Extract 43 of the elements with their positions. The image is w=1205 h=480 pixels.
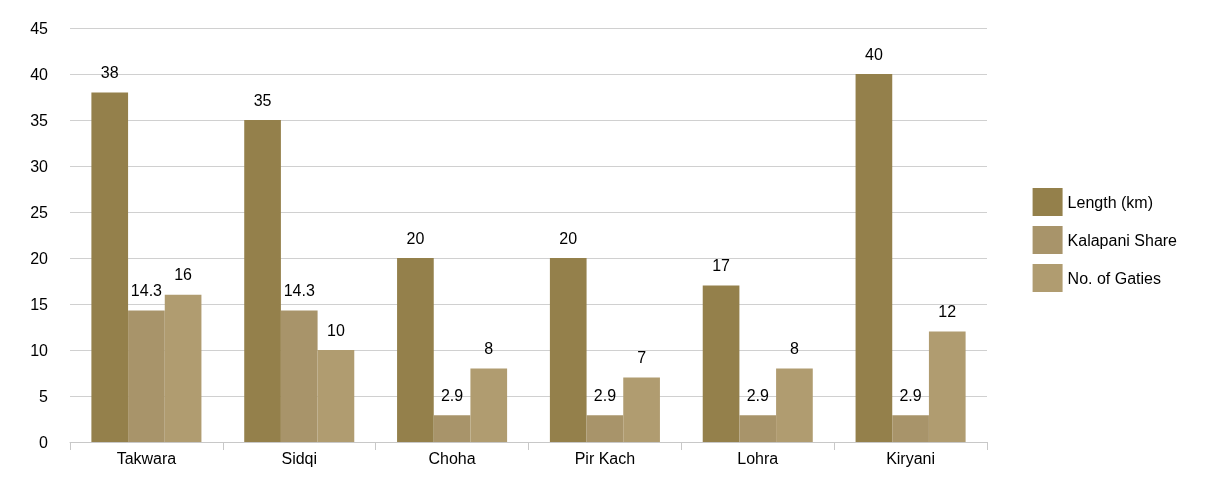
data-label: 2.9 xyxy=(593,386,617,404)
y-tick-label: 10 xyxy=(30,341,49,359)
y-tick-label: 25 xyxy=(30,203,49,221)
data-label: 38 xyxy=(100,63,119,81)
legend-label: Length (km) xyxy=(1067,193,1153,211)
bar xyxy=(702,285,740,442)
x-tick-label: Choha xyxy=(428,449,476,467)
legend-label: No. of Gaties xyxy=(1067,269,1161,287)
data-label: 35 xyxy=(253,91,272,109)
x-tick-label: Kiryani xyxy=(886,449,936,467)
data-label: 2.9 xyxy=(746,386,769,404)
data-label: 14.3 xyxy=(283,281,315,299)
y-tick-label: 45 xyxy=(30,19,49,37)
bar xyxy=(397,258,434,442)
bar xyxy=(244,120,281,442)
y-tick-label: 5 xyxy=(39,387,49,405)
y-tick-label: 35 xyxy=(30,111,49,129)
y-tick-label: 20 xyxy=(30,249,49,267)
x-tick-label: Sidqi xyxy=(281,449,318,467)
x-tick-label: Pir Kach xyxy=(574,449,636,467)
legend-label: Kalapani Share xyxy=(1067,231,1178,249)
data-label: 12 xyxy=(938,303,957,321)
bar xyxy=(549,258,587,442)
y-tick-label: 0 xyxy=(39,433,49,451)
bar xyxy=(855,74,893,442)
x-tick-label: Takwara xyxy=(116,449,177,467)
y-tick-label: 15 xyxy=(30,295,49,313)
data-label: 7 xyxy=(637,349,647,367)
y-tick-label: 40 xyxy=(30,65,49,83)
data-label: 20 xyxy=(406,229,425,247)
y-tick-label: 30 xyxy=(30,157,49,175)
data-label: 8 xyxy=(789,339,799,357)
data-label: 8 xyxy=(484,339,494,357)
bar xyxy=(91,92,129,442)
data-label: 16 xyxy=(174,266,193,284)
data-label: 14.3 xyxy=(130,281,163,299)
data-label: 2.9 xyxy=(440,386,464,404)
data-label: 10 xyxy=(327,321,345,339)
data-label: 20 xyxy=(559,229,578,247)
x-tick-label: Lohra xyxy=(737,449,779,467)
data-label: 2.9 xyxy=(899,386,922,404)
data-label: 17 xyxy=(712,257,731,275)
data-label: 40 xyxy=(865,45,883,63)
